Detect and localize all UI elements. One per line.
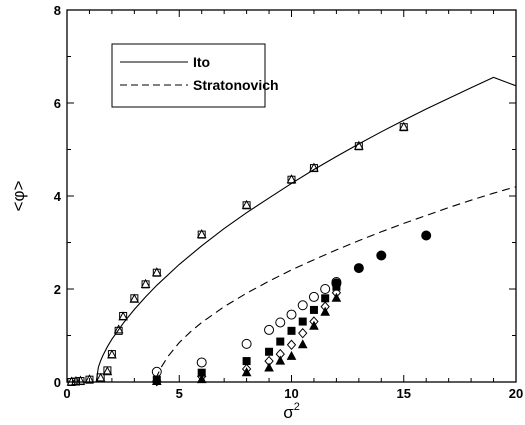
y-tick-label: 6 [54, 96, 61, 111]
data-point-triangle-filled [196, 374, 207, 384]
data-point-circle-filled [421, 230, 432, 241]
data-point-triangle-filled [286, 350, 297, 360]
data-point-circle-open [241, 338, 252, 349]
data-point-triangle-filled [264, 362, 274, 372]
data-point-circle-open [286, 309, 297, 320]
data-point-triangle-open [286, 174, 297, 184]
y-axis-label: <φ> [9, 180, 28, 211]
ito-curve [67, 76, 517, 383]
data-point-triangle-open [241, 199, 252, 209]
data-point-triangle-open [113, 324, 124, 334]
data-point-square-filled [298, 317, 307, 326]
data-point-square-filled [242, 357, 251, 366]
data-point-diamond-open [286, 339, 297, 351]
data-point-circle-open [264, 324, 275, 335]
plot-frame [66, 9, 517, 383]
data-point-triangle-open [196, 229, 207, 239]
data-point-square-filled [287, 326, 296, 335]
data-point-square-filled [265, 347, 274, 356]
data-point-circle-open [151, 366, 162, 377]
data-point-circle-open [196, 357, 207, 368]
data-point-triangle-filled [151, 375, 162, 386]
data-point-triangle-open [102, 366, 113, 376]
data-point-circle-filled [376, 250, 387, 261]
data-point-square-filled [276, 337, 285, 346]
x-tick-label: 5 [176, 386, 183, 401]
legend-stratonovich-label: Stratonovich [193, 77, 279, 93]
data-points [66, 121, 432, 387]
data-point-circle-open [275, 317, 286, 328]
data-point-circle-filled [331, 278, 342, 289]
data-point-diamond-open [298, 327, 308, 339]
data-point-triangle-open [129, 293, 140, 303]
y-tick-label: 4 [54, 189, 62, 204]
data-point-triangle-open [354, 140, 364, 150]
x-tick-label: 20 [509, 386, 523, 401]
data-point-triangle-open [95, 372, 106, 382]
stratonovich-curve [67, 186, 517, 383]
y-tick-label: 8 [54, 3, 61, 18]
x-axis-label-base: σ [283, 403, 294, 422]
data-point-diamond-open [152, 375, 162, 387]
data-point-circle-filled [353, 263, 364, 274]
data-point-triangle-open [84, 374, 95, 384]
data-point-triangle-filled [241, 367, 252, 377]
theory-curves [67, 76, 517, 383]
x-axis-label: σ2 [283, 401, 300, 422]
data-point-circle-open [297, 300, 308, 311]
data-point-square-filled [309, 305, 318, 314]
x-tick-label: 10 [284, 386, 298, 401]
data-point-triangle-open [309, 162, 319, 172]
data-point-triangle-open [107, 349, 117, 359]
data-point-triangle-filled [275, 355, 286, 365]
data-point-triangle-open [398, 121, 409, 131]
data-point-triangle-open [140, 278, 151, 288]
data-point-square-filled [321, 294, 330, 303]
legend: Ito Stratonovich [111, 43, 279, 108]
data-point-circle-open [320, 284, 331, 294]
x-tick-label: 0 [63, 386, 70, 401]
legend-box [111, 43, 266, 108]
data-point-triangle-filled [297, 339, 308, 349]
data-point-circle-open [308, 291, 319, 302]
y-tick-label: 2 [54, 282, 61, 297]
legend-ito-label: Ito [193, 54, 210, 70]
data-point-triangle-open [151, 267, 162, 277]
y-tick-label: 0 [54, 375, 61, 390]
data-point-square-open [114, 326, 123, 335]
data-point-triangle-filled [331, 292, 342, 302]
x-tick-label: 15 [397, 386, 411, 401]
data-point-triangle-open [118, 311, 128, 321]
data-point-triangle-filled [320, 306, 331, 316]
x-axis-label-superscript: 2 [294, 401, 300, 413]
data-point-triangle-filled [309, 320, 319, 330]
data-point-triangle-open [75, 375, 86, 385]
